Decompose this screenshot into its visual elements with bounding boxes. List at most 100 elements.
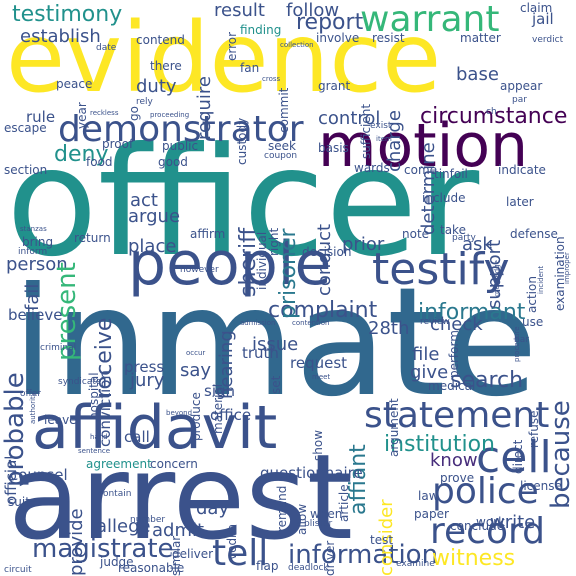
word-admit: admit bbox=[152, 520, 205, 541]
word-similar: similar bbox=[169, 535, 183, 576]
word-flap: flap bbox=[256, 559, 279, 573]
word-inform: inform bbox=[18, 247, 48, 257]
word-finding: finding bbox=[240, 23, 282, 37]
word-cross: cross bbox=[262, 75, 281, 83]
word-follow: follow bbox=[286, 0, 340, 21]
word-seek: seek bbox=[268, 139, 296, 153]
word-questionnaire: questionnaire bbox=[260, 464, 363, 482]
word-license: license bbox=[520, 479, 562, 493]
word-good: good bbox=[158, 155, 188, 169]
word-stanzas: stanzas bbox=[20, 225, 47, 233]
word-rule: rule bbox=[26, 108, 56, 126]
word-check: check bbox=[430, 314, 483, 335]
word-base: base bbox=[456, 64, 499, 85]
word-judge: judge bbox=[100, 555, 134, 569]
word-ch: ch bbox=[486, 107, 497, 117]
word-error: error bbox=[225, 31, 239, 61]
word-determine: determine bbox=[418, 142, 439, 235]
word-proof: proof bbox=[102, 137, 134, 151]
word-require: require bbox=[194, 76, 215, 140]
word-deny: deny bbox=[54, 142, 109, 167]
word-file: file bbox=[412, 344, 440, 365]
word-perform: perform bbox=[447, 330, 461, 378]
word-arrest: arrest bbox=[8, 428, 354, 566]
word-refuse: refuse bbox=[527, 410, 541, 448]
word-procedure: procedure bbox=[513, 326, 521, 362]
word-take: take bbox=[440, 223, 466, 237]
word-informant: informant bbox=[418, 300, 526, 325]
word-resist: resist bbox=[372, 31, 405, 45]
word-counsel: counsel bbox=[10, 466, 68, 484]
word-truth: truth bbox=[242, 344, 279, 362]
word-motion: motion bbox=[318, 111, 529, 181]
word-demonstrator: demonstrator bbox=[58, 109, 304, 150]
word-reasonable: reasonable bbox=[118, 561, 185, 575]
word-indicate: indicate bbox=[498, 163, 546, 177]
word-item: item bbox=[376, 135, 392, 143]
word-public: public bbox=[162, 139, 199, 153]
word-date: date bbox=[96, 43, 117, 53]
word-commit: commit bbox=[277, 87, 291, 133]
word-food: food bbox=[86, 155, 113, 169]
word-circumstance: circumstance bbox=[420, 104, 568, 129]
word-jury: jury bbox=[130, 370, 165, 391]
word-article: article bbox=[337, 484, 351, 522]
word-claim: claim bbox=[520, 1, 553, 15]
word-believe: believe bbox=[8, 306, 63, 324]
word-come: come bbox=[404, 163, 438, 177]
word-place: place bbox=[128, 236, 177, 257]
word-use: use bbox=[522, 315, 544, 329]
word-incident: incident bbox=[537, 265, 545, 294]
word-later: later bbox=[506, 195, 534, 209]
word-syndicate: syndicate bbox=[58, 377, 102, 387]
word-report: report bbox=[296, 10, 364, 35]
word-bring: bring bbox=[22, 235, 54, 249]
word-escape: escape bbox=[4, 121, 47, 135]
word-direct: direct bbox=[511, 439, 525, 474]
word-contend: contend bbox=[136, 33, 185, 47]
word-institution: institution bbox=[384, 432, 495, 457]
word-duty: duty bbox=[136, 76, 177, 97]
word-paper: paper bbox=[414, 507, 449, 521]
word-affirm: affirm bbox=[190, 227, 226, 241]
word-section: section bbox=[4, 163, 48, 177]
word-tinfoil: tinfoil bbox=[434, 167, 468, 181]
word-work: work bbox=[476, 515, 506, 529]
word-defense: defense bbox=[510, 227, 558, 241]
word-deliver: deliver bbox=[172, 547, 214, 561]
word-authority: authority bbox=[29, 392, 37, 424]
word-examine: examine bbox=[396, 559, 435, 569]
word-verdict: verdict bbox=[532, 35, 564, 45]
word-occur: occur bbox=[186, 349, 206, 357]
word-collection: collection bbox=[280, 41, 314, 49]
word-blister: blister bbox=[304, 519, 333, 529]
word-set: set bbox=[269, 375, 283, 394]
word-grant: grant bbox=[318, 79, 351, 93]
word-agreement: agreement bbox=[86, 457, 152, 471]
word-sufficient: sufficient bbox=[359, 103, 373, 159]
word-conduct: conduct bbox=[314, 223, 335, 296]
word-official: official bbox=[2, 455, 20, 505]
word-involve: involve bbox=[316, 31, 360, 45]
word-reckless: reckless bbox=[90, 109, 119, 117]
word-remand: remand bbox=[275, 485, 289, 532]
word-matter: matter bbox=[460, 31, 501, 45]
word-year: year bbox=[75, 102, 89, 129]
word-act: act bbox=[130, 190, 158, 211]
word-offer: offer bbox=[20, 389, 41, 399]
word-prove: prove bbox=[440, 471, 475, 485]
word-wards: wards' bbox=[354, 161, 394, 175]
word-decision: decision bbox=[302, 245, 352, 259]
word-testify: testify bbox=[372, 244, 510, 295]
word-prior: prior bbox=[342, 234, 385, 255]
word-exist: exist bbox=[370, 121, 392, 131]
word-admission: admission bbox=[240, 319, 276, 327]
word-evidence: evidence bbox=[6, 2, 442, 114]
word-custody: custody bbox=[235, 117, 249, 165]
word-call: call bbox=[124, 428, 150, 446]
word-cell: cell bbox=[476, 432, 552, 483]
word-witness: witness bbox=[432, 546, 516, 571]
word-when: when bbox=[310, 507, 343, 521]
word-provide: provide bbox=[66, 508, 87, 576]
